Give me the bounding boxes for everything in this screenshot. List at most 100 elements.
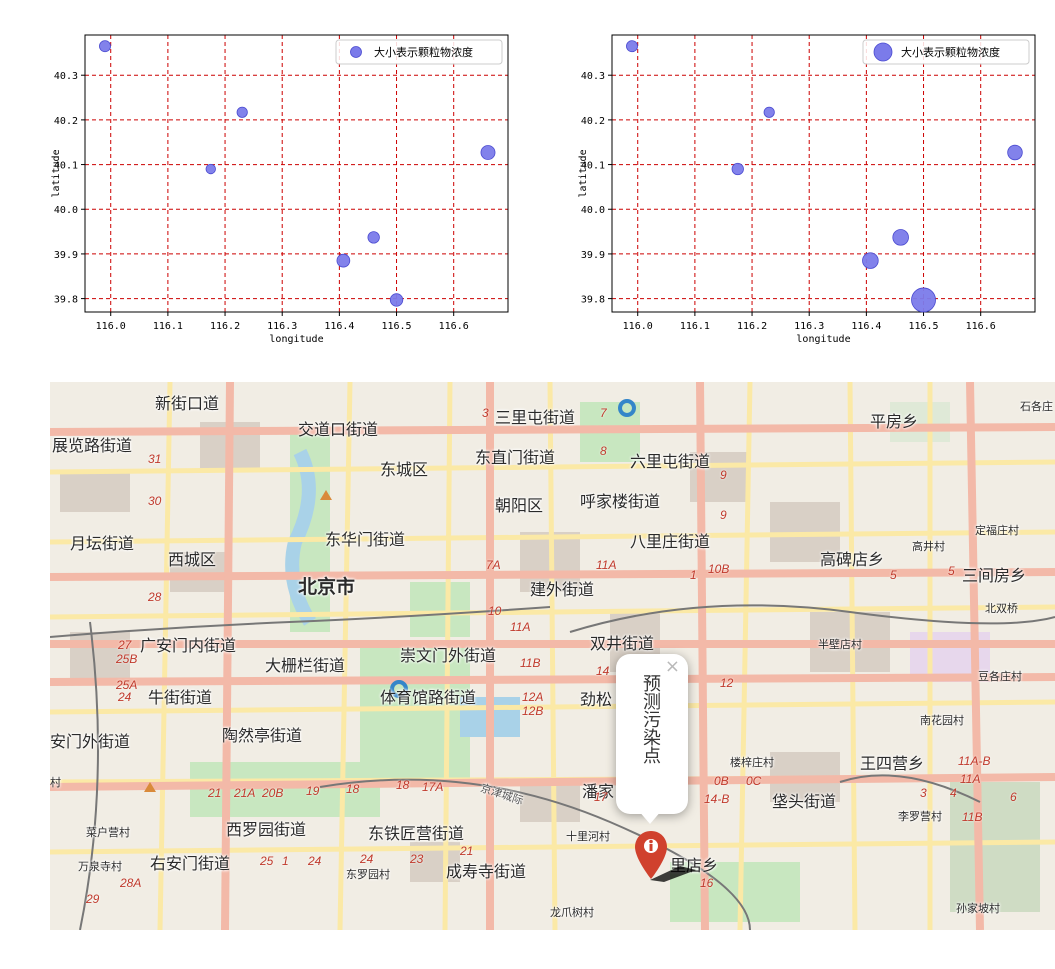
legend-box <box>862 39 1030 65</box>
map-label: 龙爪树村 <box>550 907 594 919</box>
map-label: 李罗营村 <box>898 811 942 823</box>
scatter-point <box>389 293 404 307</box>
x-tick-label: 116.5 <box>908 321 938 332</box>
road-number: 4 <box>950 786 957 800</box>
x-tick-label: 116.0 <box>96 321 126 332</box>
map-label: 新街口道 <box>155 396 220 413</box>
y-tick-label: 39.9 <box>581 250 605 261</box>
y-tick-label: 39.8 <box>54 295 78 306</box>
road-number: 11B <box>962 810 983 824</box>
road-number: 14-B <box>704 792 730 806</box>
map-base <box>50 382 1055 930</box>
y-tick-label: 40.2 <box>54 116 78 127</box>
road-number: 24 <box>118 690 132 704</box>
road-number: 5 <box>890 568 897 582</box>
map-label: 豆各庄村 <box>978 671 1022 683</box>
scatter-point <box>1007 144 1023 161</box>
map-label: 东罗园村 <box>346 869 390 881</box>
x-tick-label: 116.2 <box>210 321 240 332</box>
prediction-popup: 预测污染点 × <box>616 654 688 814</box>
map-label: 潘家 <box>582 784 615 801</box>
map-label: 朝阳区 <box>495 498 544 515</box>
map-label: 村 <box>50 777 61 789</box>
map-label: 北双桥 <box>985 603 1018 615</box>
road-number: 8 <box>600 444 607 458</box>
scatter-point <box>236 106 248 118</box>
x-tick-label: 116.3 <box>794 321 824 332</box>
map-label: 东铁匠营街道 <box>368 826 465 843</box>
map-label: 孙家坡村 <box>956 903 1000 915</box>
road-number: 21 <box>208 786 222 800</box>
map-label: 高井村 <box>912 541 945 553</box>
legend-marker <box>873 42 893 62</box>
map-label: 体育馆路街道 <box>380 690 477 707</box>
y-tick-label: 40.3 <box>581 71 605 82</box>
y-tick-label: 39.8 <box>581 295 605 306</box>
road-number: 30 <box>148 494 162 508</box>
info-marker-icon[interactable] <box>634 829 668 881</box>
road-number: 5 <box>948 564 955 578</box>
scatter-point <box>626 40 638 53</box>
road-number: 10 <box>488 604 502 618</box>
legend-label: 大小表示颗粒物浓度 <box>374 45 473 59</box>
scatter-point <box>731 162 744 176</box>
road-number: 9 <box>720 508 727 522</box>
y-axis-label: latitude <box>578 149 589 197</box>
scatter-point <box>911 287 936 313</box>
x-tick-label: 116.6 <box>439 321 469 332</box>
map-label: 南花园村 <box>920 715 964 727</box>
pollution-map[interactable]: 新街口道 交道口街道 三里屯街道 平房乡 石各庄 展览路街道 东城区 东直门街道… <box>50 382 1055 930</box>
map-label: 西城区 <box>168 552 217 569</box>
popup-text: 预测污染点 <box>640 674 661 764</box>
legend-label: 大小表示颗粒物浓度 <box>901 45 1000 59</box>
map-label: 定福庄村 <box>975 525 1019 537</box>
scatter-point <box>367 231 380 244</box>
road-number: 11A <box>510 620 531 634</box>
marker-shadow <box>650 866 696 882</box>
scatter-point <box>892 229 909 246</box>
map-label: 楼梓庄村 <box>730 757 774 769</box>
legend: 大小表示颗粒物浓度 <box>862 39 1030 65</box>
chart-svg: 116.0 116.1 116.2 116.3 116.4 116.5 116.6 39.8 3… <box>51 34 509 345</box>
road-number: 12 <box>720 676 734 690</box>
map-label: 三里屯街道 <box>495 410 576 427</box>
map-label: 展览路街道 <box>52 438 133 455</box>
close-icon[interactable]: × <box>664 656 680 677</box>
map-label: 陶然亭街道 <box>222 728 303 745</box>
road-number: 1 <box>282 854 289 868</box>
road-number: 10B <box>708 562 730 576</box>
road-number: 3 <box>920 786 927 800</box>
map-label: 双井街道 <box>590 636 655 653</box>
y-tick-label: 40.3 <box>54 71 78 82</box>
legend: 大小表示颗粒物浓度 <box>335 39 503 65</box>
road-number: 7A <box>486 558 501 572</box>
scatter-point <box>205 163 216 175</box>
y-axis-label: latitude <box>51 149 62 197</box>
y-tick-label: 40.1 <box>581 161 605 172</box>
road-number: 1 <box>690 568 697 582</box>
scatter-point <box>99 40 111 53</box>
map-label: 八里庄街道 <box>630 534 711 551</box>
legend-box <box>335 39 503 65</box>
road-number: 24 <box>308 854 322 868</box>
map-label: 成寿寺街道 <box>446 864 527 881</box>
road-number: 24 <box>360 852 374 866</box>
map-label: 东直门街道 <box>475 450 556 467</box>
map-label: 东城区 <box>380 462 429 479</box>
x-tick-label: 116.2 <box>737 321 767 332</box>
scatter-chart-right: 116.0 116.1 116.2 116.3 116.4 116.5 116.6 39.8 3… <box>527 0 1052 360</box>
y-tick-label: 40.0 <box>54 205 78 216</box>
y-tick-label: 40.2 <box>581 116 605 127</box>
road-number: 11A <box>960 772 981 786</box>
road-number: 25A <box>116 678 138 692</box>
road-number: 31 <box>148 452 162 466</box>
road-number: 27 <box>118 638 132 652</box>
road-number: 9 <box>720 468 727 482</box>
road-number: 12B <box>522 704 544 718</box>
map-label: 劲松 <box>580 692 613 709</box>
x-tick-label: 116.6 <box>966 321 996 332</box>
x-tick-label: 116.0 <box>623 321 653 332</box>
road-number: 12A <box>522 690 544 704</box>
y-tick-label: 40.1 <box>54 161 78 172</box>
road-number: 28 <box>148 590 162 604</box>
